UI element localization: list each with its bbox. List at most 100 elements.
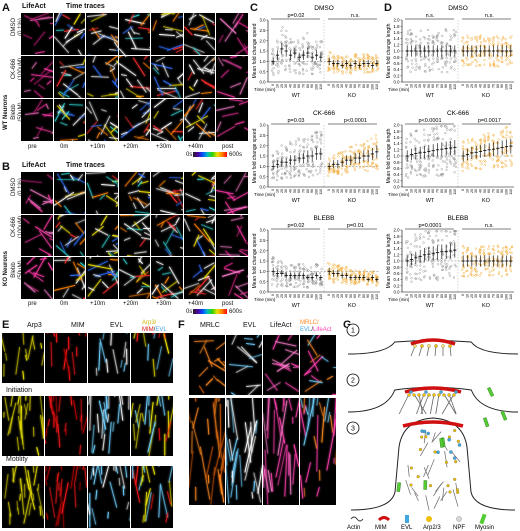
data-point [467, 36, 470, 40]
x-tick-label: 20 [470, 294, 474, 298]
filament [122, 466, 128, 479]
data-point [332, 54, 335, 57]
data-point [471, 45, 474, 48]
x-tick-label: 80 [496, 294, 500, 298]
data-point [446, 71, 449, 74]
data-point [410, 280, 413, 283]
x-tick-label: 30 [340, 294, 344, 298]
filament [109, 258, 118, 261]
arp23 [427, 344, 431, 348]
data-point [298, 169, 301, 172]
filament [189, 451, 194, 488]
data-point [484, 268, 487, 271]
data-point [316, 43, 319, 47]
x-tick-label: 50 [427, 189, 431, 193]
data-point [422, 260, 425, 264]
data-point [436, 168, 439, 171]
tp-30m: +30m [156, 301, 172, 307]
data-point [463, 61, 466, 64]
y-axis-label: Mean fold change speed [252, 233, 258, 288]
data-point [333, 171, 336, 174]
panel-e-motility-merge-kymo [131, 466, 173, 528]
filament [207, 254, 215, 256]
data-point [328, 157, 331, 160]
data-point [371, 56, 375, 59]
filament [77, 95, 85, 98]
data-point [415, 170, 418, 173]
data-point [307, 175, 311, 178]
panel-a-colorbar-max: 600s [229, 152, 243, 158]
filament [122, 258, 128, 265]
data-point [368, 273, 371, 276]
evl [426, 431, 430, 436]
filament [284, 381, 299, 394]
micrograph-r1-c6 [183, 13, 215, 55]
myosin-icon [479, 513, 487, 525]
data-point [466, 164, 469, 167]
data-point [443, 125, 447, 128]
filament [169, 214, 183, 220]
data-point [357, 162, 360, 166]
actin-filament [429, 393, 435, 415]
arp23 [437, 393, 441, 397]
filament [24, 233, 43, 244]
data-point [452, 253, 455, 257]
data-point [480, 141, 483, 144]
filament [243, 338, 253, 341]
filament [139, 238, 147, 248]
filament [59, 122, 68, 127]
data-point [333, 169, 336, 172]
filament [305, 461, 312, 483]
data-point [502, 43, 505, 46]
filament [74, 222, 85, 234]
arp23 [424, 435, 428, 439]
data-point [355, 143, 358, 146]
data-point [450, 242, 453, 245]
y-tick-label: 2.0 [394, 228, 401, 233]
filament [71, 351, 76, 375]
data-point [418, 277, 421, 280]
data-point [302, 278, 306, 282]
data-point [342, 280, 345, 283]
filament [101, 466, 110, 489]
filament [69, 103, 84, 106]
y-tick-label: 0.6 [394, 271, 401, 276]
arp23 [413, 344, 417, 348]
data-point [433, 133, 436, 136]
data-point [275, 178, 279, 182]
data-point [433, 36, 436, 39]
data-point [405, 41, 408, 44]
data-point [437, 238, 440, 241]
data-point [270, 177, 274, 180]
data-point [462, 246, 465, 249]
data-point [492, 274, 495, 277]
p-value-wt: n.s. [426, 13, 435, 19]
filament [31, 61, 38, 70]
data-point [415, 59, 418, 63]
data-point [493, 164, 496, 167]
data-point [435, 127, 438, 131]
data-point [470, 270, 473, 274]
data-point [439, 47, 442, 51]
data-point [410, 135, 413, 138]
data-point [506, 252, 509, 255]
tp-40m: +40m [188, 144, 204, 150]
data-point [307, 280, 310, 283]
x-tick-label: 100 [449, 189, 453, 195]
x-tick-label: 100 [371, 294, 375, 300]
group-label: WT [426, 198, 435, 204]
data-point [346, 156, 349, 159]
filament [108, 48, 116, 51]
data-point [289, 176, 293, 180]
data-point [454, 30, 458, 34]
data-point [271, 264, 275, 267]
data-point [355, 282, 358, 285]
data-point [441, 56, 444, 60]
data-point [418, 141, 421, 144]
data-point [348, 149, 352, 153]
data-point [462, 64, 465, 67]
data-point [337, 69, 341, 72]
filament [76, 346, 78, 357]
filament [60, 172, 70, 176]
data-point [475, 156, 478, 159]
